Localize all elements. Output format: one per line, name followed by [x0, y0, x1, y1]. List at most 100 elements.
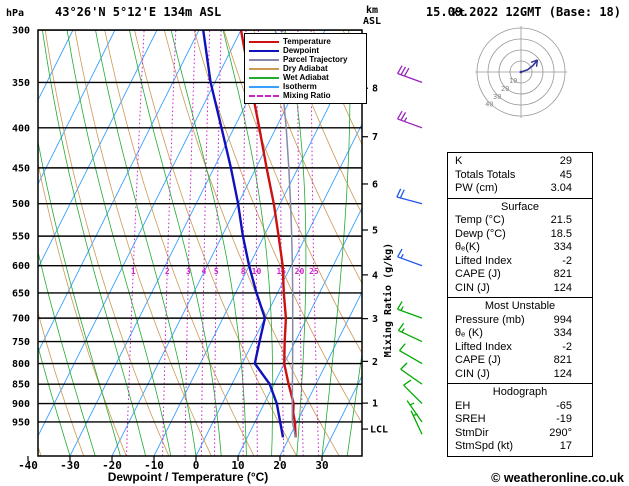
station-title: 43°26'N 5°12'E 134m ASL: [55, 5, 222, 19]
wind-barb-staff: [410, 410, 423, 435]
plot-border: [37, 29, 363, 457]
wind-barb: [397, 65, 423, 84]
altitude-tick-label: 7: [372, 132, 378, 143]
isotherm-line: [237, 206, 362, 456]
hodograph-origin-dot: [519, 70, 523, 74]
pressure-unit-label: hPa: [6, 8, 24, 19]
altitude-tick-label: 6: [372, 179, 378, 190]
wet-adiabat-line: [38, 345, 71, 456]
temperature-curve: [239, 30, 297, 438]
hodograph-arrowhead: [530, 59, 538, 64]
stat-label: EH: [455, 399, 471, 412]
lcl-label: LCL: [370, 425, 388, 436]
wind-barb-staff: [400, 368, 423, 385]
wind-barb: [406, 400, 423, 423]
stat-section-title: Hodograph: [492, 386, 548, 398]
dewpoint-curve: [202, 30, 285, 438]
dry-adiabat-line: [38, 445, 42, 456]
wind-barb-flag: [403, 67, 410, 77]
legend-item: Wet Adiabat: [249, 73, 362, 82]
pressure-tick-label: 300: [12, 26, 30, 37]
wet-adiabat-line: [170, 30, 247, 456]
stat-label: CAPE (J): [455, 354, 501, 366]
hodograph-ring: [476, 27, 566, 117]
mixing-ratio-line: [214, 30, 222, 456]
wind-barb-flag: [399, 189, 405, 199]
legend-line-sample: [249, 94, 279, 97]
pressure-tick-label: 850: [12, 380, 30, 391]
temp-axis-title: Dewpoint / Temperature (°C): [107, 470, 269, 484]
stat-row: CAPE (J) 821: [448, 268, 592, 282]
isotherm-line: [38, 30, 200, 354]
isotherm-line: [38, 30, 158, 270]
stat-value: 17: [559, 440, 572, 452]
pressure-tick-label: 500: [12, 199, 30, 210]
datetime-title: 15.09.2022 12GMT (Base: 18): [425, 5, 621, 19]
legend-label: Wet Adiabat: [283, 73, 329, 82]
stat-value: 994: [553, 313, 572, 326]
wind-barb-half-flag: [401, 328, 405, 333]
stat-section-title: Surface: [501, 200, 539, 213]
stat-label: K: [455, 155, 463, 167]
stat-value: 18.5: [550, 227, 572, 240]
dry-adiabat-line: [253, 30, 362, 285]
stat-label: Dewp (°C): [455, 227, 506, 240]
stat-row: StmDir 290°: [448, 427, 592, 441]
stat-label: Totals Totals: [455, 168, 516, 181]
stat-row: SREH -19: [448, 413, 592, 427]
wind-barb: [397, 110, 423, 129]
stat-row: Temp (°C) 21.5: [448, 214, 592, 228]
wind-barb-flag: [397, 248, 403, 258]
parcel-trajectory-curve: [274, 30, 297, 438]
mixing-ratio-lines: 1 2 3 4 5 8 10 15 20 25: [126, 30, 320, 456]
plot-area: 1 2 3 4 5 8 10 15 20 25: [38, 30, 629, 456]
mixing-ratio-axis-title: Mixing Ratio (g/kg): [383, 242, 394, 358]
wind-barb: [397, 248, 423, 267]
altitude-unit-label: km: [366, 5, 378, 16]
stat-value: -65: [556, 399, 572, 412]
temp-tick-label: 20: [273, 459, 286, 472]
dry-adiabat-line: [38, 310, 85, 456]
wind-barb-staff: [396, 196, 423, 205]
wind-barb-flag: [397, 301, 403, 310]
stat-value: -2: [562, 340, 572, 353]
wind-barb-flag: [397, 322, 405, 331]
stat-label: Temp (°C): [455, 214, 505, 226]
stat-value: 334: [553, 241, 572, 253]
wind-barb-flag: [400, 362, 408, 370]
wind-barb-staff: [397, 256, 423, 267]
stat-box-most-unstable: Most Unstable Pressure (mb) 994 θₑ (K) 334 Li…: [447, 297, 593, 384]
legend-line-sample: [249, 76, 279, 79]
altitude-tick-label: 5: [372, 226, 378, 237]
temp-tick-label: 0: [193, 459, 200, 472]
temp-tick-label: -40: [18, 459, 38, 472]
mixing-ratio-line: [200, 30, 211, 456]
hodograph-trace: [520, 59, 539, 73]
legend-label: Parcel Trajectory: [283, 55, 348, 64]
stat-value: -2: [562, 254, 572, 267]
mixing-ratio-value-label: 8: [241, 267, 246, 276]
wind-barb-flag: [400, 112, 407, 121]
wet-adiabat-line: [321, 30, 351, 456]
temp-tick-label: 10: [231, 459, 244, 472]
stats-panel: K 29 Totals Totals 45 PW (cm) 3.04 Surface Temp…: [447, 152, 593, 457]
wind-barb-staff: [403, 384, 423, 405]
hodograph-ring-label: 10: [509, 77, 517, 85]
stat-value: 21.5: [550, 214, 572, 226]
stat-row: Lifted Index -2: [448, 255, 592, 269]
stat-row: StmSpd (kt) 17: [448, 440, 592, 454]
legend-line-sample: [249, 40, 279, 43]
wet-adiabat-lines: [38, 30, 362, 456]
stat-value: 124: [553, 281, 572, 294]
stat-value: 290°: [549, 426, 572, 439]
mixing-ratio-value-label: 2: [165, 267, 170, 276]
legend-item: Isotherm: [249, 82, 362, 91]
dry-adiabat-line: [611, 30, 629, 456]
wind-barb-flag: [403, 379, 412, 386]
stat-box-indices: K 29 Totals Totals 45 PW (cm) 3.04: [447, 152, 593, 199]
wet-adiabat-line: [95, 30, 197, 456]
mixing-ratio-line: [184, 30, 196, 456]
mixing-ratio-value-label: 4: [201, 267, 206, 276]
stat-label: StmDir: [455, 426, 489, 439]
